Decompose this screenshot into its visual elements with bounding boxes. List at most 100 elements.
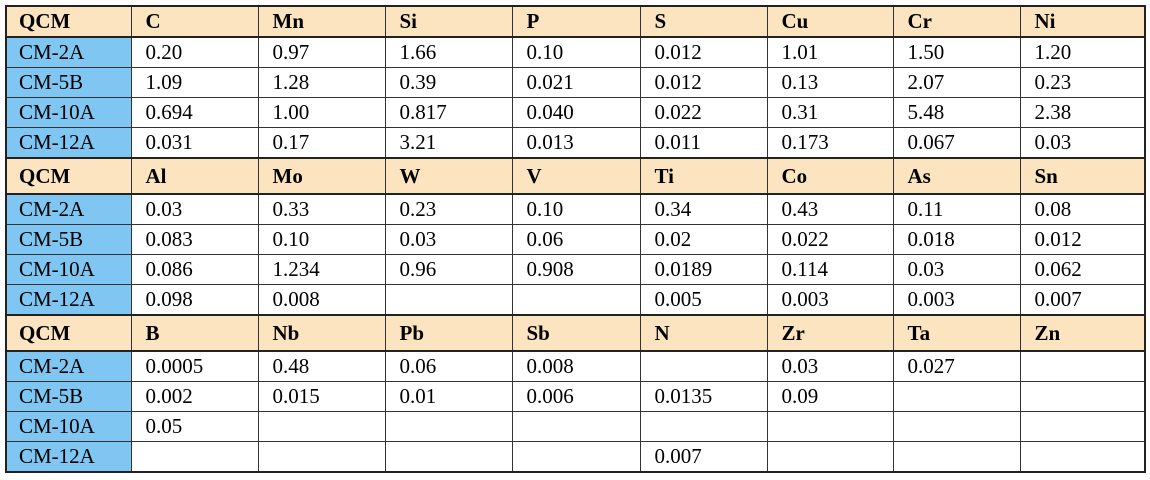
header-cell: Ni (1019, 5, 1146, 38)
value-cell: 2.07 (892, 67, 1021, 98)
header-row: QCM C Mn Si P S Cu Cr Ni (5, 5, 1146, 38)
sample-cell: CM-5B (5, 67, 132, 98)
value-cell: 2.38 (1019, 97, 1146, 128)
header-cell: Ta (892, 314, 1021, 352)
data-row: CM-2A 0.20 0.97 1.66 0.10 0.012 1.01 1.50 1.20 (5, 36, 1146, 68)
header-cell: QCM (5, 314, 132, 352)
header-cell: W (384, 157, 513, 195)
header-cell: Zn (1019, 314, 1146, 352)
value-cell: 0.083 (130, 224, 259, 255)
header-cell: Cr (892, 5, 1021, 38)
sample-cell: CM-2A (5, 36, 132, 68)
data-row: CM-12A 0.031 0.17 3.21 0.013 0.011 0.173 0.067 0… (5, 127, 1146, 159)
value-cell (511, 411, 641, 442)
value-cell: 0.817 (384, 97, 513, 128)
value-cell (1019, 441, 1146, 473)
header-cell: C (130, 5, 259, 38)
value-cell: 0.011 (639, 127, 768, 159)
value-cell: 0.20 (130, 36, 259, 68)
header-cell: Mo (257, 157, 386, 195)
value-cell (130, 441, 259, 473)
value-cell: 0.022 (766, 224, 894, 255)
value-cell: 1.50 (892, 36, 1021, 68)
header-cell: Cu (766, 5, 894, 38)
sample-cell: CM-10A (5, 254, 132, 285)
value-cell: 0.012 (639, 67, 768, 98)
header-cell: Mn (257, 5, 386, 38)
sample-cell: CM-12A (5, 127, 132, 159)
value-cell: 1.01 (766, 36, 894, 68)
value-cell: 0.008 (257, 284, 386, 316)
value-cell: 0.694 (130, 97, 259, 128)
header-cell: Nb (257, 314, 386, 352)
data-row: CM-5B 0.002 0.015 0.01 0.006 0.0135 0.09 (5, 381, 1146, 412)
value-cell: 0.23 (1019, 67, 1146, 98)
value-cell (1019, 411, 1146, 442)
value-cell (511, 441, 641, 473)
value-cell (639, 411, 768, 442)
data-row: CM-12A 0.007 (5, 441, 1146, 473)
value-cell: 0.03 (1019, 127, 1146, 159)
value-cell: 0.17 (257, 127, 386, 159)
value-cell: 0.03 (130, 193, 259, 225)
header-cell: B (130, 314, 259, 352)
value-cell: 0.0189 (639, 254, 768, 285)
data-row: CM-2A 0.03 0.33 0.23 0.10 0.34 0.43 0.11 0.08 (5, 193, 1146, 225)
data-row: CM-10A 0.694 1.00 0.817 0.040 0.022 0.31 5.48 2.… (5, 97, 1146, 128)
header-row: QCM B Nb Pb Sb N Zr Ta Zn (5, 314, 1146, 352)
value-cell: 0.34 (639, 193, 768, 225)
value-cell: 0.007 (639, 441, 768, 473)
value-cell (1019, 350, 1146, 382)
value-cell: 0.05 (130, 411, 259, 442)
header-cell: Co (766, 157, 894, 195)
value-cell: 0.02 (639, 224, 768, 255)
value-cell: 3.21 (384, 127, 513, 159)
header-row: QCM Al Mo W V Ti Co As Sn (5, 157, 1146, 195)
value-cell: 0.39 (384, 67, 513, 98)
composition-table: QCM C Mn Si P S Cu Cr Ni CM-2A 0.20 0.97 1.66 0.10 0.0… (5, 5, 1146, 473)
data-row: CM-12A 0.098 0.008 0.005 0.003 0.003 0.007 (5, 284, 1146, 316)
value-cell: 0.96 (384, 254, 513, 285)
header-cell: Al (130, 157, 259, 195)
value-cell (766, 441, 894, 473)
value-cell: 1.66 (384, 36, 513, 68)
value-cell: 1.00 (257, 97, 386, 128)
header-cell: As (892, 157, 1021, 195)
value-cell: 0.11 (892, 193, 1021, 225)
value-cell: 0.003 (892, 284, 1021, 316)
value-cell: 0.13 (766, 67, 894, 98)
value-cell (1019, 381, 1146, 412)
header-cell: Zr (766, 314, 894, 352)
table-body: QCM C Mn Si P S Cu Cr Ni CM-2A 0.20 0.97 1.66 0.10 0.0… (5, 5, 1146, 473)
header-cell: Si (384, 5, 513, 38)
value-cell: 1.234 (257, 254, 386, 285)
data-row: CM-5B 1.09 1.28 0.39 0.021 0.012 0.13 2.07 0.23 (5, 67, 1146, 98)
sample-cell: CM-5B (5, 224, 132, 255)
value-cell: 0.10 (511, 193, 641, 225)
value-cell: 0.908 (511, 254, 641, 285)
value-cell: 0.173 (766, 127, 894, 159)
value-cell (766, 411, 894, 442)
value-cell: 5.48 (892, 97, 1021, 128)
value-cell: 0.43 (766, 193, 894, 225)
sample-cell: CM-5B (5, 381, 132, 412)
sample-cell: CM-10A (5, 411, 132, 442)
value-cell: 0.10 (511, 36, 641, 68)
value-cell (384, 284, 513, 316)
value-cell (892, 411, 1021, 442)
value-cell: 1.20 (1019, 36, 1146, 68)
value-cell: 0.012 (1019, 224, 1146, 255)
header-cell: P (511, 5, 641, 38)
header-cell: QCM (5, 157, 132, 195)
value-cell (639, 350, 768, 382)
header-cell: N (639, 314, 768, 352)
data-row: CM-5B 0.083 0.10 0.03 0.06 0.02 0.022 0.018 0.01… (5, 224, 1146, 255)
value-cell: 0.062 (1019, 254, 1146, 285)
value-cell: 1.09 (130, 67, 259, 98)
value-cell: 0.0005 (130, 350, 259, 382)
header-cell: S (639, 5, 768, 38)
value-cell: 0.03 (384, 224, 513, 255)
value-cell (384, 411, 513, 442)
value-cell: 0.114 (766, 254, 894, 285)
